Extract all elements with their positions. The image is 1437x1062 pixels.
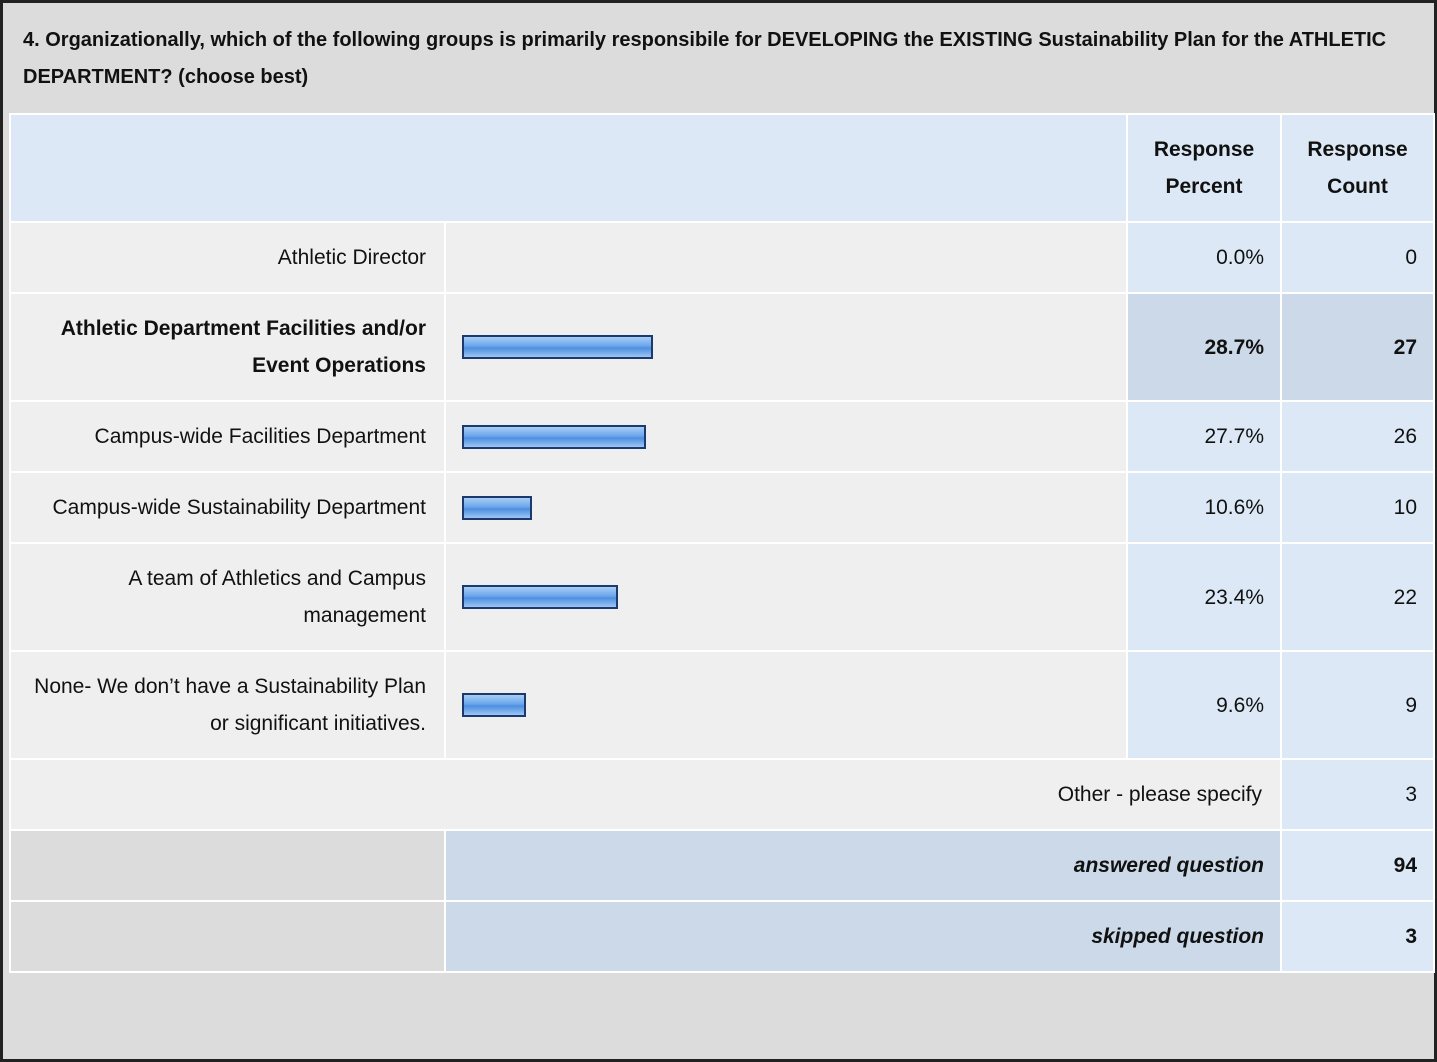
header-blank (11, 115, 1126, 221)
response-percent: 0.0% (1128, 223, 1280, 292)
bar-cell (446, 294, 1126, 400)
percent-bar (462, 693, 526, 717)
percent-bar (462, 335, 653, 359)
response-percent: 9.6% (1128, 652, 1280, 758)
answer-label: A team of Athletics and Campus managemen… (11, 544, 444, 650)
answered-row: answered question 94 (11, 831, 1433, 900)
response-percent: 10.6% (1128, 473, 1280, 542)
skipped-count: 3 (1282, 902, 1433, 971)
percent-bar (462, 585, 618, 609)
footer-blank (11, 902, 444, 971)
response-count: 0 (1282, 223, 1433, 292)
response-count: 9 (1282, 652, 1433, 758)
header-cell: Response Percent (1128, 115, 1280, 221)
response-percent: 23.4% (1128, 544, 1280, 650)
response-count: 10 (1282, 473, 1433, 542)
skipped-label: skipped question (446, 902, 1280, 971)
bar-cell (446, 544, 1126, 650)
answered-label: answered question (446, 831, 1280, 900)
skipped-row: skipped question 3 (11, 902, 1433, 971)
answer-row: Campus-wide Sustainability Department 10.… (11, 473, 1433, 542)
answer-row: A team of Athletics and Campus managemen… (11, 544, 1433, 650)
other-label: Other - please specify (11, 760, 1280, 829)
bar-cell (446, 223, 1126, 292)
response-count: 26 (1282, 402, 1433, 471)
percent-bar (462, 424, 647, 449)
other-count: 3 (1282, 760, 1433, 829)
answered-count: 94 (1282, 831, 1433, 900)
answer-label: Campus-wide Facilities Department (11, 402, 444, 471)
question-title: 4. Organizationally, which of the follow… (23, 29, 1387, 88)
header-cell: Response Count (1282, 115, 1433, 221)
results-table: Response Percent Response Count Athletic D… (9, 113, 1435, 973)
response-percent: 27.7% (1128, 402, 1280, 471)
answer-row: Athletic Department Facilities and/or Ev… (11, 294, 1433, 400)
percent-bar (462, 495, 533, 520)
answer-label: Campus-wide Sustainability Department (11, 473, 444, 542)
answer-label: None- We don’t have a Sustainability Pla… (11, 652, 444, 758)
answer-row: None- We don’t have a Sustainability Pla… (11, 652, 1433, 758)
response-percent: 28.7% (1128, 294, 1280, 400)
answer-label: Athletic Department Facilities and/or Ev… (11, 294, 444, 400)
response-count: 27 (1282, 294, 1433, 400)
bar-cell (446, 652, 1126, 758)
bar-cell (446, 402, 1126, 471)
footer-blank (11, 831, 444, 900)
other-row: Other - please specify 3 (11, 760, 1433, 829)
answer-row: Athletic Director 0.0% 0 (11, 223, 1433, 292)
answer-label: Athletic Director (11, 223, 444, 292)
bar-cell (446, 473, 1126, 542)
header-row: Response Percent Response Count (11, 115, 1433, 221)
response-count: 22 (1282, 544, 1433, 650)
answer-row: Campus-wide Facilities Department 27.7% 26 (11, 402, 1433, 471)
